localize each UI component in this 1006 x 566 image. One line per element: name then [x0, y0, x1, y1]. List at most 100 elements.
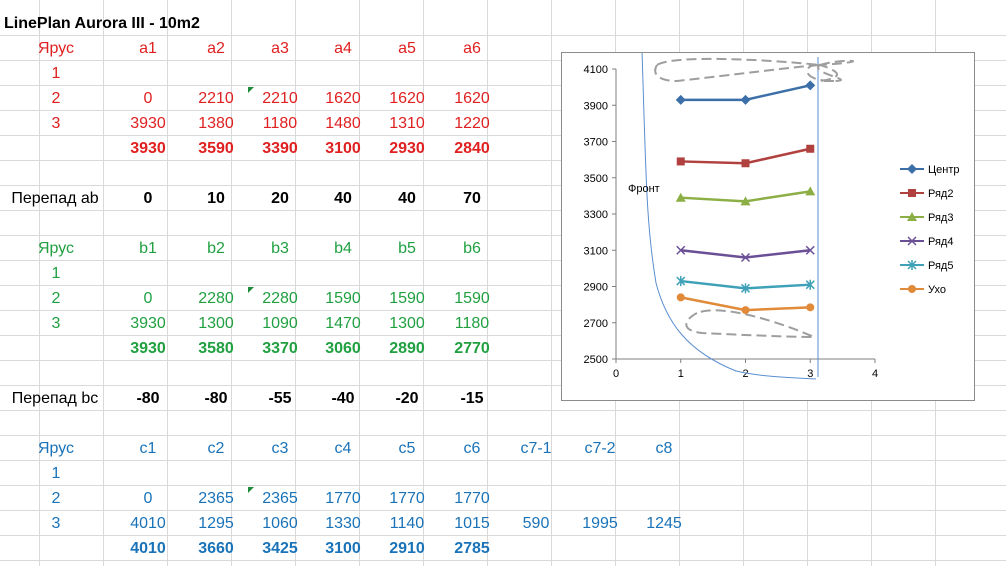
perepad-bc-value[interactable]: -20 — [395, 390, 419, 407]
table-cell[interactable]: 1620 — [454, 90, 490, 107]
table-cell[interactable] — [185, 261, 247, 286]
table-cell[interactable] — [441, 261, 503, 286]
table-cell[interactable]: 1060 — [262, 515, 298, 532]
table-header-cell[interactable]: c2 — [207, 440, 225, 457]
table-cell[interactable] — [376, 61, 438, 86]
table-header-cell[interactable]: Ярус — [37, 40, 75, 57]
table-cell[interactable] — [633, 461, 695, 486]
table-cell[interactable]: 2 — [51, 90, 61, 107]
table-cell[interactable] — [376, 461, 438, 486]
total-cell[interactable]: 2785 — [454, 540, 490, 557]
sheet-title[interactable]: LinePlan Aurora III - 10m2 — [4, 15, 200, 32]
total-cell[interactable]: 3660 — [198, 540, 234, 557]
table-cell[interactable] — [376, 261, 438, 286]
table-header-cell[interactable]: c8 — [655, 440, 673, 457]
table-cell[interactable]: 2365 — [262, 490, 298, 507]
table-cell[interactable]: 1480 — [325, 115, 361, 132]
table-cell[interactable] — [185, 461, 247, 486]
total-cell[interactable]: 4010 — [130, 540, 166, 557]
table-cell[interactable]: 1 — [51, 265, 61, 282]
table-cell[interactable]: 3930 — [130, 115, 166, 132]
table-cell[interactable] — [185, 61, 247, 86]
table-header-cell[interactable]: b5 — [398, 240, 416, 257]
table-cell[interactable]: 0 — [143, 490, 153, 507]
table-cell[interactable]: 2 — [51, 290, 61, 307]
table-cell[interactable]: 1180 — [454, 315, 490, 332]
total-cell[interactable]: 3100 — [325, 140, 361, 157]
table-cell[interactable]: 1090 — [262, 315, 298, 332]
table-cell[interactable]: 3930 — [130, 315, 166, 332]
total-cell[interactable]: 3370 — [262, 340, 298, 357]
perepad-bc-value[interactable]: -80 — [204, 390, 228, 407]
total-cell[interactable]: 2890 — [389, 340, 425, 357]
table-cell[interactable] — [117, 61, 179, 86]
table-cell[interactable]: 1590 — [389, 290, 425, 307]
table-header-cell[interactable]: a3 — [271, 40, 289, 57]
table-cell[interactable]: 1015 — [454, 515, 490, 532]
table-cell[interactable]: 2365 — [198, 490, 234, 507]
table-header-cell[interactable]: b3 — [271, 240, 289, 257]
table-cell[interactable]: 1 — [51, 65, 61, 82]
table-cell[interactable] — [505, 461, 567, 486]
table-cell[interactable]: 1470 — [325, 315, 361, 332]
table-cell[interactable]: 1300 — [198, 315, 234, 332]
table-cell[interactable] — [312, 461, 374, 486]
perepad-ab-value[interactable]: 0 — [143, 190, 153, 207]
total-cell[interactable]: 2930 — [389, 140, 425, 157]
table-header-cell[interactable]: c6 — [463, 440, 481, 457]
table-cell[interactable] — [117, 461, 179, 486]
total-cell[interactable]: 2910 — [389, 540, 425, 557]
table-cell[interactable]: 1620 — [389, 90, 425, 107]
perepad-bc-value[interactable]: -55 — [268, 390, 292, 407]
perepad-ab-value[interactable]: 20 — [271, 190, 289, 207]
table-cell[interactable]: 1 — [51, 465, 61, 482]
total-cell[interactable]: 3590 — [198, 140, 234, 157]
table-cell[interactable]: 1590 — [325, 290, 361, 307]
table-cell[interactable]: 2280 — [262, 290, 298, 307]
table-header-cell[interactable]: c5 — [398, 440, 416, 457]
table-cell[interactable]: 1330 — [325, 515, 361, 532]
total-cell[interactable]: 3930 — [130, 140, 166, 157]
total-cell[interactable]: 3100 — [325, 540, 361, 557]
table-cell[interactable]: 3 — [51, 515, 61, 532]
table-header-cell[interactable]: c7-1 — [520, 440, 552, 457]
perepad-ab-value[interactable]: 10 — [207, 190, 225, 207]
table-header-cell[interactable]: c1 — [139, 440, 157, 457]
table-cell[interactable]: 1300 — [389, 315, 425, 332]
table-cell[interactable]: 1770 — [389, 490, 425, 507]
table-cell[interactable]: 1620 — [325, 90, 361, 107]
table-cell[interactable] — [633, 486, 695, 511]
perepad-ab-value[interactable]: 40 — [398, 190, 416, 207]
table-cell[interactable] — [569, 486, 631, 511]
table-cell[interactable] — [312, 61, 374, 86]
table-cell[interactable]: 1770 — [325, 490, 361, 507]
table-cell[interactable]: 1590 — [454, 290, 490, 307]
chart-area[interactable]: 2500 2700 2900 3100 3300 3500 3700 3900 4100 0 1 2 3… — [561, 52, 975, 401]
perepad-bc-value[interactable]: -80 — [136, 390, 160, 407]
table-cell[interactable] — [441, 61, 503, 86]
perepad-ab-label[interactable]: Перепад ab — [11, 190, 99, 207]
table-header-cell[interactable]: a2 — [207, 40, 225, 57]
table-cell[interactable] — [249, 461, 311, 486]
table-header-cell[interactable]: c7-2 — [584, 440, 616, 457]
table-cell[interactable] — [505, 486, 567, 511]
table-header-cell[interactable]: Ярус — [37, 240, 75, 257]
table-header-cell[interactable]: c3 — [271, 440, 289, 457]
total-cell[interactable]: 3390 — [262, 140, 298, 157]
table-header-cell[interactable]: a5 — [398, 40, 416, 57]
total-cell[interactable]: 3060 — [325, 340, 361, 357]
total-cell[interactable]: 2770 — [454, 340, 490, 357]
table-cell[interactable]: 1245 — [646, 515, 682, 532]
table-cell[interactable] — [249, 61, 311, 86]
table-cell[interactable]: 0 — [143, 290, 153, 307]
table-cell[interactable]: 1295 — [198, 515, 234, 532]
table-header-cell[interactable]: b4 — [334, 240, 352, 257]
table-cell[interactable]: 2 — [51, 490, 61, 507]
perepad-ab-value[interactable]: 70 — [463, 190, 481, 207]
perepad-bc-label[interactable]: Перепад bc — [11, 390, 99, 407]
table-header-cell[interactable]: b2 — [207, 240, 225, 257]
total-cell[interactable]: 3425 — [262, 540, 298, 557]
table-cell[interactable] — [441, 461, 503, 486]
table-header-cell[interactable]: a1 — [139, 40, 157, 57]
table-cell[interactable]: 1770 — [454, 490, 490, 507]
